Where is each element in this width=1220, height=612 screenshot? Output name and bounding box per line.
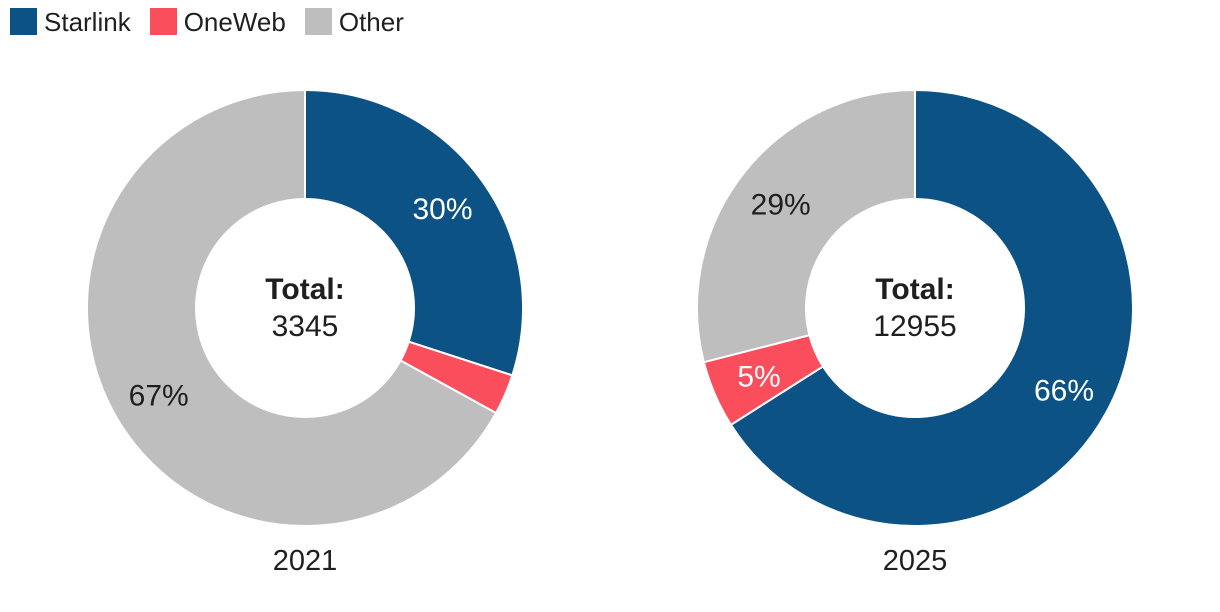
- donut-2021: 30% 67% Total: 3345: [85, 88, 525, 528]
- slice-label-other: 29%: [751, 189, 811, 222]
- legend-item-starlink: Starlink: [10, 8, 131, 35]
- legend-item-other: Other: [304, 6, 404, 37]
- year-label-2021: 2021: [272, 545, 338, 577]
- donut-chart-2025: 66% 5% 29% Total: 12955 2025: [695, 88, 1135, 578]
- donut-chart-2021: 30% 67% Total: 3345 2021: [85, 88, 525, 578]
- slice-label-starlink: 30%: [412, 193, 472, 226]
- legend-label-oneweb: OneWeb: [183, 6, 286, 37]
- legend-swatch-other: [304, 8, 332, 35]
- legend-swatch-oneweb: [149, 8, 177, 35]
- legend-label-starlink: Starlink: [44, 6, 131, 37]
- legend: Starlink OneWeb Other: [10, 8, 404, 35]
- donut-2021-svg: 30% 67%: [85, 88, 524, 527]
- slice-other: [696, 88, 916, 364]
- donut-2025: 66% 5% 29% Total: 12955: [695, 88, 1135, 528]
- slice-label-other: 67%: [129, 379, 189, 412]
- year-label-2025: 2025: [882, 545, 948, 577]
- slice-starlink: [304, 88, 524, 377]
- slice-starlink: [729, 88, 1135, 527]
- legend-swatch-starlink: [10, 8, 37, 35]
- legend-item-oneweb: OneWeb: [149, 6, 286, 37]
- slice-label-oneweb: 5%: [737, 360, 780, 393]
- legend-label-other: Other: [338, 6, 404, 37]
- donut-2025-svg: 66% 5% 29%: [696, 88, 1135, 527]
- slice-other: [85, 88, 498, 527]
- slice-label-starlink: 66%: [1034, 375, 1094, 408]
